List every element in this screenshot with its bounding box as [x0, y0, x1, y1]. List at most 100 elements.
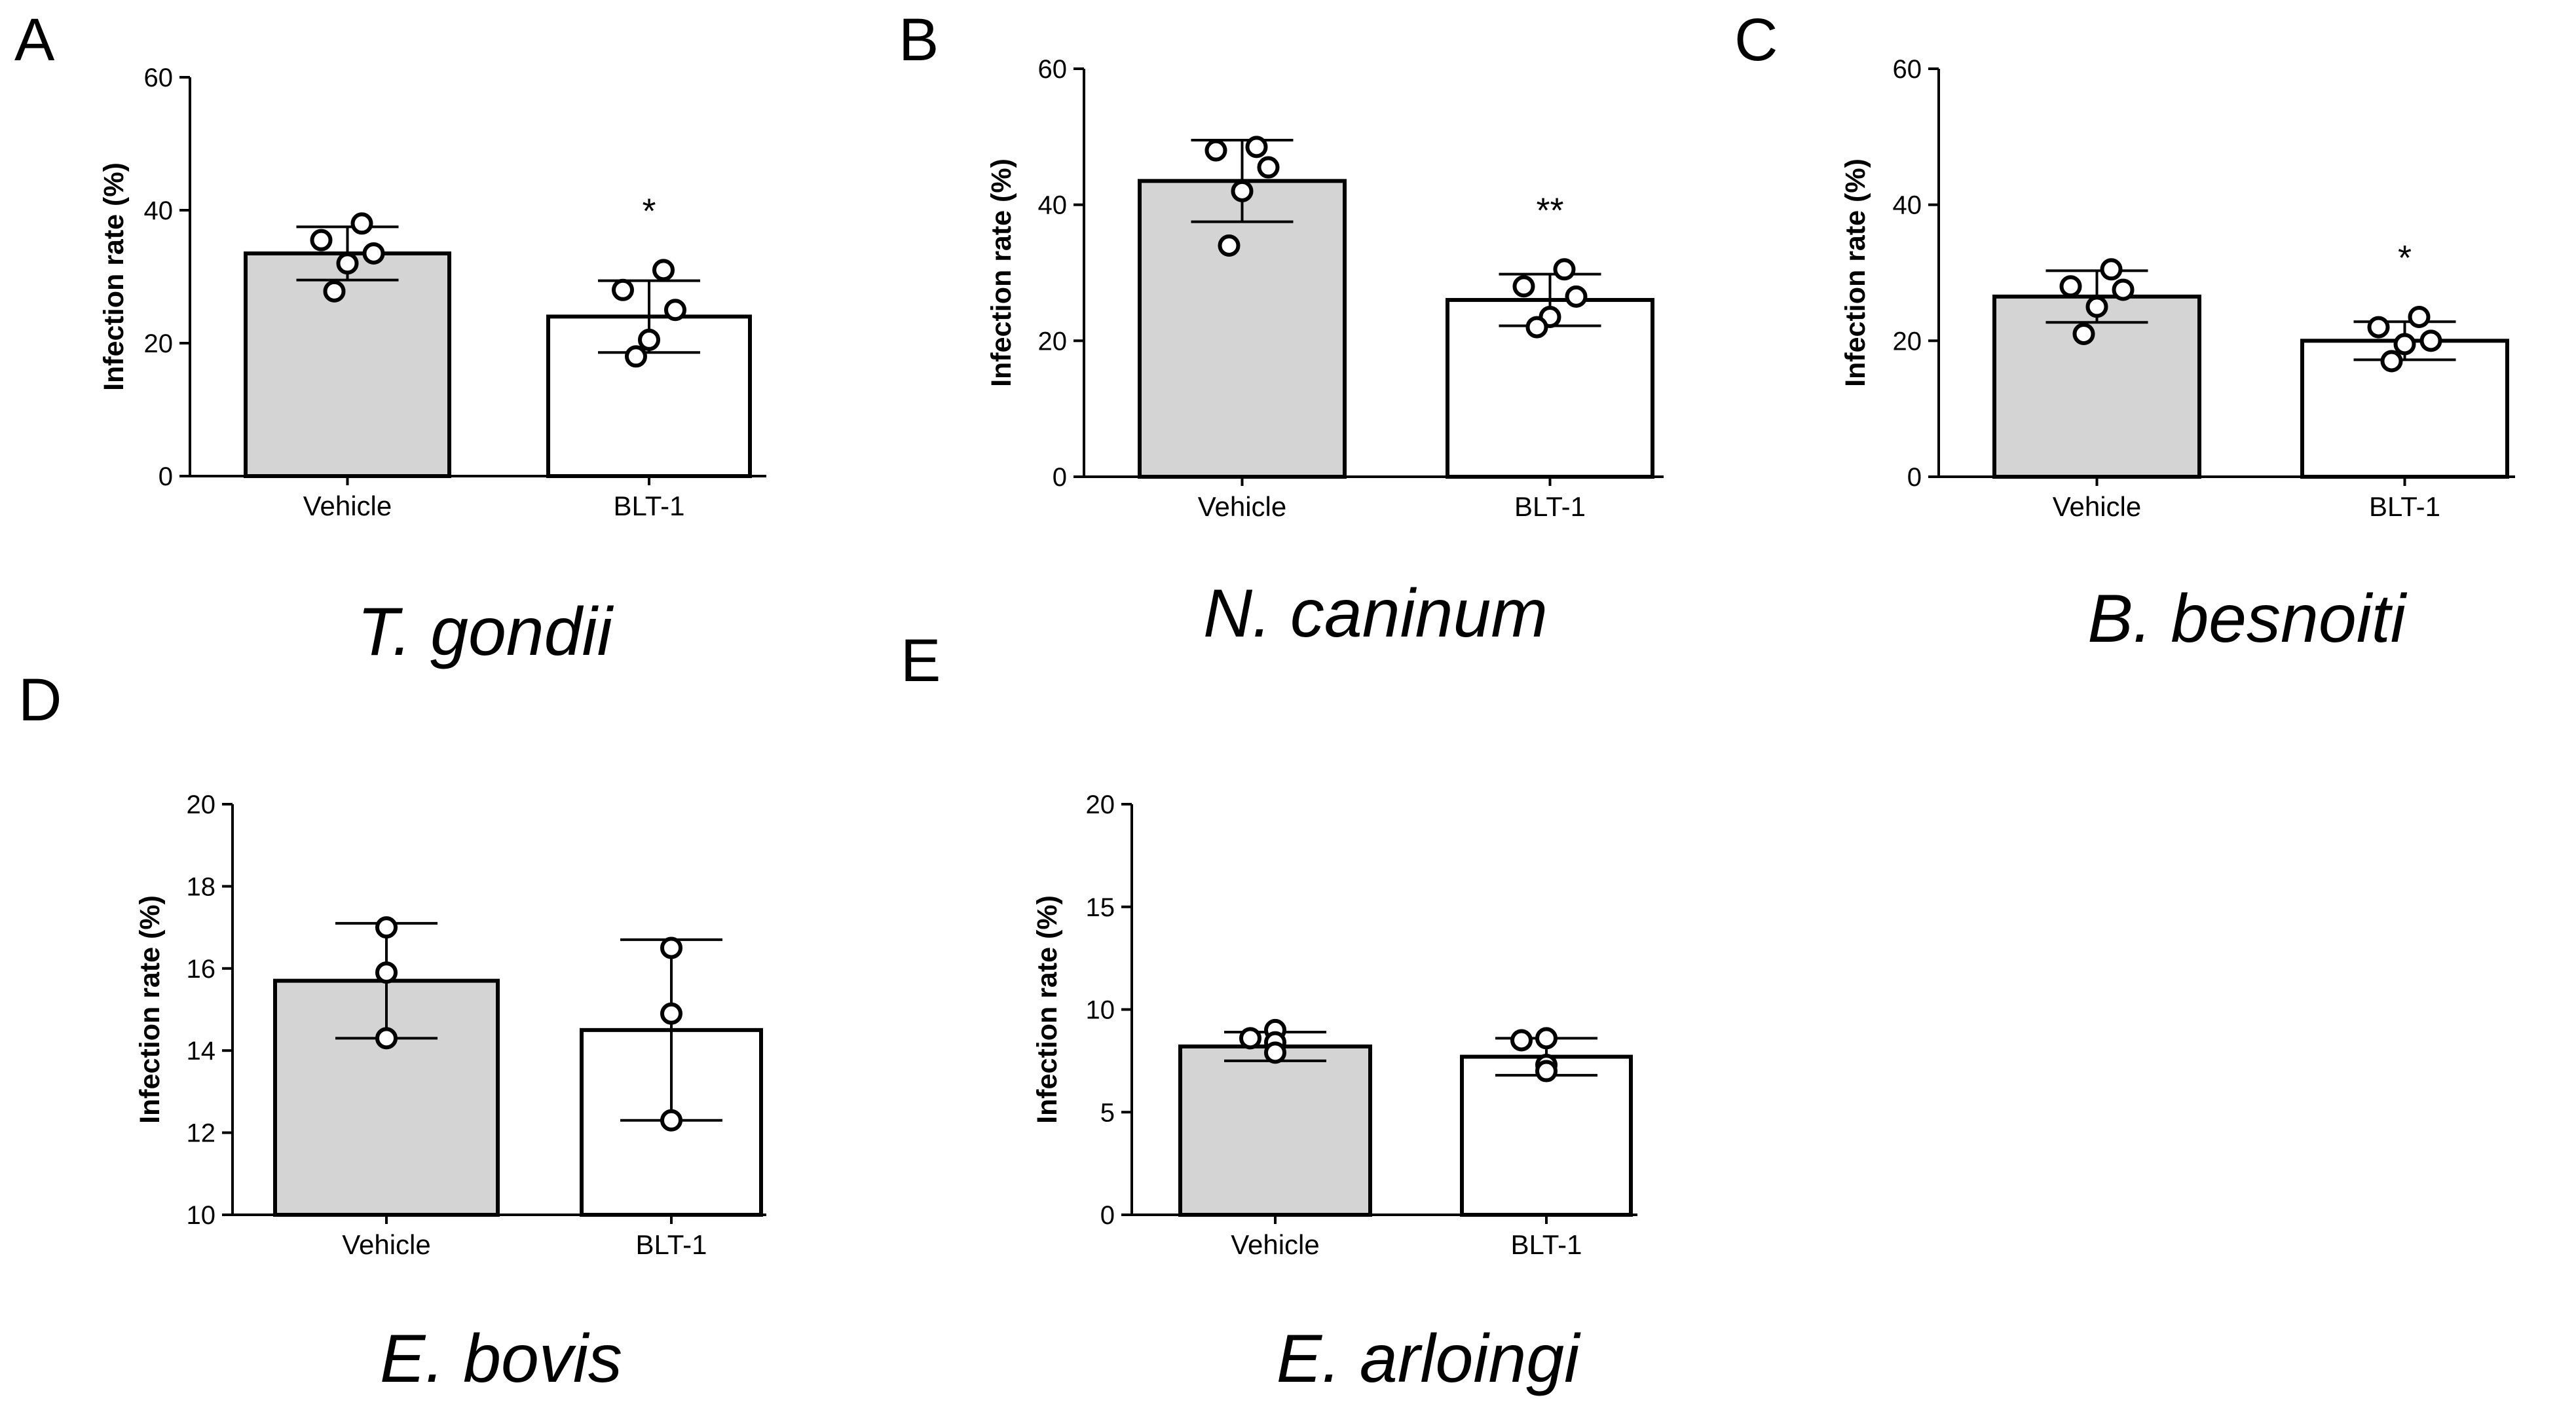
data-point: [2367, 316, 2390, 339]
y-tick-label: 20: [1038, 327, 1068, 356]
data-point: [2419, 329, 2442, 352]
data-point: [350, 212, 373, 235]
data-point: [1512, 275, 1535, 298]
y-tick-label: 18: [187, 872, 216, 901]
data-point: [625, 345, 647, 368]
y-tick-label: 60: [1038, 55, 1068, 84]
y-tick-label: 16: [187, 955, 216, 984]
panel-letter: E: [901, 627, 941, 694]
data-point: [1231, 179, 1254, 202]
panel-c: C Vehicle * BLT-1 0 20 40 60 Infection rate (%) B…: [1734, 7, 2515, 657]
species-title: N. caninum: [1203, 576, 1548, 652]
species-title: T. gondii: [357, 594, 614, 670]
category-label: BLT-1: [1514, 491, 1586, 522]
data-point: [323, 280, 346, 303]
data-point: [1264, 1041, 1286, 1064]
panel-letter: C: [1734, 7, 1778, 73]
data-point: [1535, 1060, 1558, 1083]
data-point: [2408, 305, 2431, 328]
y-tick-label: 10: [1086, 996, 1115, 1025]
panel-b: B Vehicle ** BLT-1 0 20 40 60 Infection rate (%)…: [899, 7, 1664, 652]
y-tick-label: 12: [187, 1119, 216, 1148]
data-point: [660, 1002, 682, 1025]
panel-letter: A: [14, 7, 55, 73]
panel-e: E Vehicle BLT-1 0 5 10 15 20 Infection rate (%) E…: [901, 627, 1637, 1397]
significance-marker: **: [1536, 191, 1563, 230]
data-point: [1553, 258, 1576, 281]
data-point: [1535, 1027, 1558, 1050]
y-axis-title: Infection rate (%): [986, 158, 1017, 387]
category-label: Vehicle: [2053, 491, 2141, 522]
panel-letter: B: [899, 7, 939, 73]
y-tick-label: 0: [159, 462, 173, 491]
y-axis-title: Infection rate (%): [134, 895, 166, 1124]
y-axis-title: Infection rate (%): [98, 162, 130, 391]
y-tick-label: 20: [1086, 790, 1115, 819]
data-point: [1239, 1027, 1261, 1050]
y-tick-label: 60: [144, 64, 174, 92]
y-axis-title: Infection rate (%): [1032, 895, 1063, 1124]
data-point: [2059, 275, 2082, 298]
category-label: BLT-1: [1511, 1229, 1582, 1260]
y-tick-label: 20: [144, 329, 174, 358]
data-point: [1565, 285, 1588, 308]
category-label: Vehicle: [1231, 1229, 1319, 1260]
species-title: B. besnoiti: [2087, 581, 2408, 657]
data-point: [1245, 136, 1268, 158]
data-point: [2380, 350, 2403, 373]
data-point: [2100, 258, 2123, 281]
y-tick-label: 20: [187, 790, 216, 819]
y-tick-label: 60: [1893, 55, 1922, 84]
category-label: Vehicle: [1198, 491, 1286, 522]
bar-vehicle: [244, 251, 451, 478]
y-tick-label: 40: [1893, 191, 1922, 220]
data-point: [1525, 316, 1548, 339]
data-point: [638, 328, 660, 351]
data-point: [664, 299, 686, 322]
data-point: [2393, 333, 2416, 356]
data-point: [1218, 234, 1241, 257]
y-tick-label: 10: [187, 1201, 216, 1230]
y-tick-label: 20: [1893, 327, 1922, 356]
bar-vehicle: [1178, 1044, 1372, 1217]
significance-marker: *: [2398, 238, 2412, 278]
panel-letter: D: [18, 667, 62, 733]
data-point: [336, 252, 359, 275]
y-tick-label: 14: [187, 1037, 216, 1065]
data-point: [2112, 278, 2135, 301]
data-point: [1510, 1029, 1533, 1052]
significance-marker: *: [642, 191, 656, 231]
panel-d: D Vehicle BLT-1 10 12 14 16 18 20 Infection rate …: [18, 667, 766, 1397]
bar-vehicle: [1992, 294, 2201, 479]
bar-vehicle: [1138, 179, 1347, 479]
y-tick-label: 15: [1086, 893, 1115, 922]
species-title: E. arloingi: [1277, 1321, 1581, 1397]
category-label: Vehicle: [303, 491, 392, 521]
category-label: BLT-1: [614, 491, 685, 521]
data-point: [375, 916, 398, 939]
panel-a: A Vehicle * BLT-1 0 20 40 60 Infection rate (%) T…: [14, 7, 766, 670]
data-point: [660, 1109, 682, 1132]
bar-blt-1: [2300, 339, 2509, 479]
bar-blt-1: [1446, 298, 1654, 479]
data-point: [375, 961, 398, 984]
data-point: [362, 242, 385, 265]
data-point: [2085, 295, 2108, 318]
data-point: [660, 936, 682, 959]
data-point: [1257, 156, 1280, 179]
data-point: [1204, 139, 1227, 162]
y-axis-title: Infection rate (%): [1840, 158, 1871, 387]
category-label: BLT-1: [636, 1229, 707, 1260]
category-label: Vehicle: [342, 1229, 430, 1260]
y-tick-label: 0: [1053, 463, 1067, 492]
data-point: [612, 278, 634, 301]
data-point: [375, 1027, 398, 1050]
y-tick-label: 40: [1038, 191, 1068, 220]
data-point: [2072, 322, 2095, 345]
category-label: BLT-1: [2369, 491, 2440, 522]
y-tick-label: 0: [1100, 1201, 1115, 1230]
y-tick-label: 0: [1907, 463, 1922, 492]
y-tick-label: 5: [1100, 1098, 1115, 1127]
y-tick-label: 40: [144, 196, 174, 225]
